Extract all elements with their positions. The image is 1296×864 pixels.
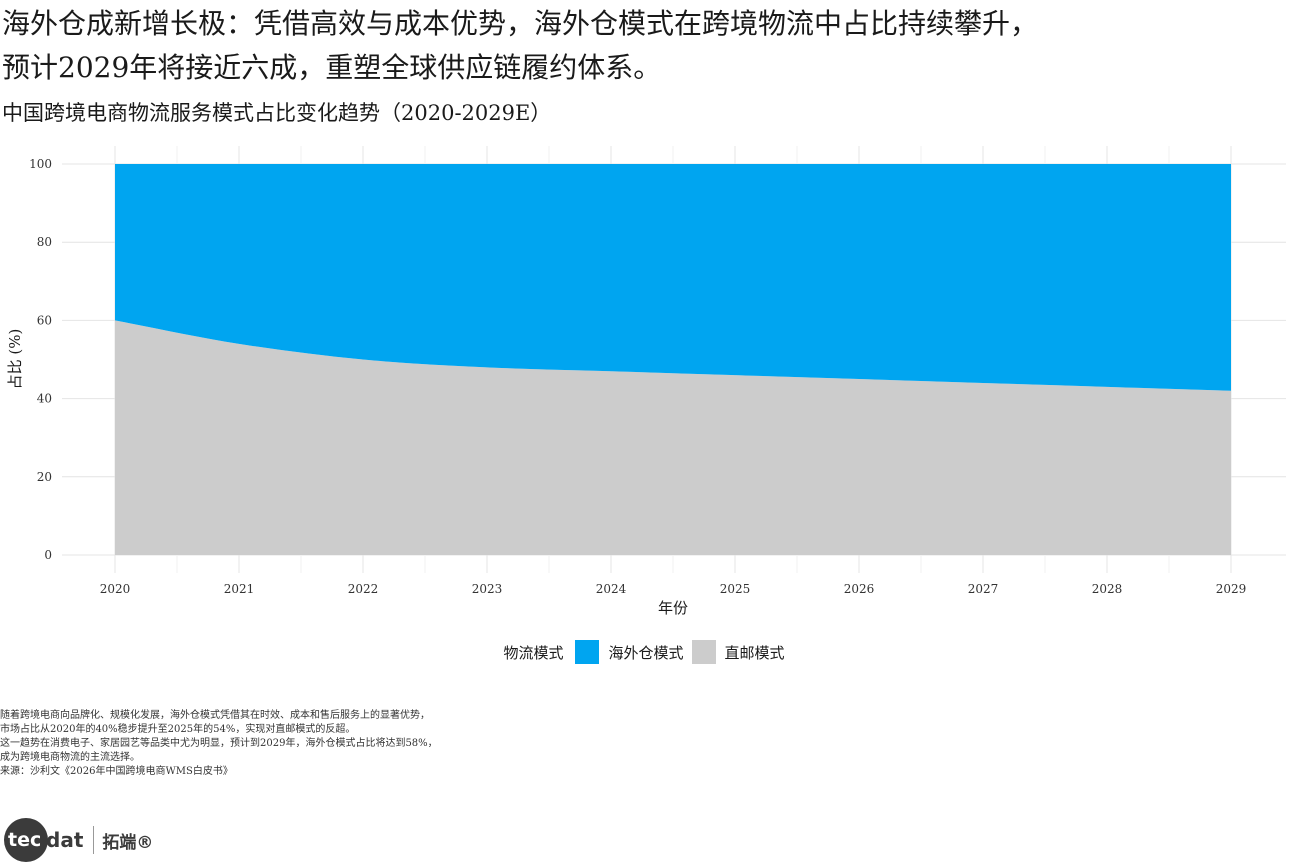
x-tick-label: 2029 — [1216, 582, 1247, 596]
logo-chinese-name: 拓端® — [102, 832, 154, 853]
legend-title: 物流模式 — [503, 643, 564, 662]
x-tick-label: 2027 — [968, 582, 999, 596]
x-axis-ticks: 2020 2021 2022 2023 2024 2025 2026 2027 2028 2029 — [100, 582, 1247, 596]
legend-item-overseas-warehouse: 海外仓模式 — [575, 640, 684, 664]
chart-headline: 海外仓成新增长极：凭借高效与成本优势，海外仓模式在跨境物流中占比持续攀升， 预计… — [2, 2, 1282, 90]
logo-wordmark: dat — [46, 828, 84, 852]
x-tick-label: 2020 — [100, 582, 131, 596]
note-line-4: 成为跨境电商物流的主流选择。 — [0, 752, 140, 763]
legend-label-overseas-warehouse: 海外仓模式 — [608, 643, 684, 662]
legend-swatch-direct-mail — [691, 640, 716, 664]
note-line-2: 市场占比从2020年的40%稳步提升至2025年的54%，实现对直邮模式的反超。 — [0, 724, 356, 735]
x-tick-label: 2026 — [844, 582, 875, 596]
tecdat-logo: tec dat 拓端® — [4, 818, 153, 862]
headline-line-1: 海外仓成新增长极：凭借高效与成本优势，海外仓模式在跨境物流中占比持续攀升， — [2, 7, 1039, 40]
y-tick-label: 80 — [37, 235, 52, 249]
note-line-1: 随着跨境电商向品牌化、规模化发展，海外仓模式凭借其在时效、成本和售后服务上的显著… — [0, 710, 430, 721]
x-tick-label: 2021 — [224, 582, 255, 596]
area-series-direct-mail — [115, 320, 1231, 555]
headline-line-2: 预计2029年将接近六成，重塑全球供应链履约体系。 — [2, 51, 662, 84]
chart-subtitle: 中国跨境电商物流服务模式占比变化趋势（2020-2029E） — [2, 101, 552, 125]
y-tick-label: 40 — [37, 392, 52, 406]
x-axis-label: 年份 — [658, 599, 688, 617]
source-note: 来源：沙利文《2026年中国跨境电商WMS白皮书》 — [0, 766, 233, 777]
chart-notes: 随着跨境电商向品牌化、规模化发展，海外仓模式凭借其在时效、成本和售后服务上的显著… — [0, 709, 700, 779]
chart-legend: 物流模式 海外仓模式 直邮模式 — [0, 640, 1296, 664]
logo-badge: tec — [4, 818, 48, 862]
y-axis-ticks: 0 20 40 60 80 100 — [29, 157, 52, 562]
legend-swatch-overseas-warehouse — [575, 640, 600, 664]
legend-item-direct-mail: 直邮模式 — [691, 640, 785, 664]
chart-areas — [115, 164, 1231, 555]
x-tick-label: 2023 — [472, 582, 503, 596]
x-tick-label: 2022 — [348, 582, 379, 596]
y-tick-label: 60 — [37, 313, 52, 327]
y-axis-label: 占比 (%) — [6, 329, 24, 390]
y-tick-label: 100 — [29, 157, 52, 171]
x-tick-label: 2024 — [596, 582, 627, 596]
y-tick-label: 20 — [37, 470, 52, 484]
y-tick-label: 0 — [44, 548, 52, 562]
x-tick-label: 2025 — [720, 582, 751, 596]
logo-separator — [93, 826, 95, 854]
note-line-3: 这一趋势在消费电子、家居园艺等品类中尤为明显，预计到2029年，海外仓模式占比将… — [0, 738, 438, 749]
legend-label-direct-mail: 直邮模式 — [724, 643, 785, 662]
x-tick-label: 2028 — [1092, 582, 1123, 596]
area-series-overseas-warehouse — [115, 164, 1231, 391]
